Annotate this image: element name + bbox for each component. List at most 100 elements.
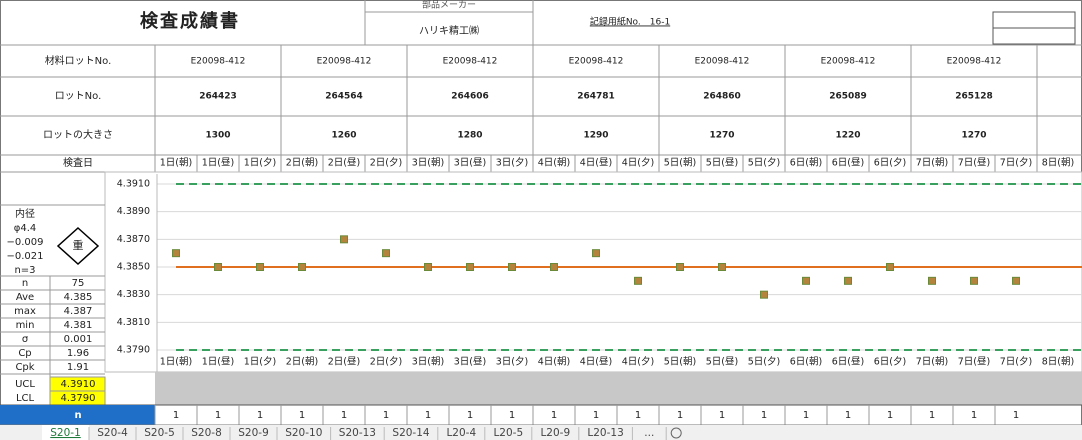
y-tick-label: 4.3910	[117, 179, 150, 190]
lot-cell: 265128	[955, 92, 993, 102]
date-header: 4日(夕)	[622, 157, 654, 169]
lot-cell: 264781	[577, 92, 615, 102]
n-value: 1	[215, 410, 221, 421]
sheet-tab[interactable]: S20-10	[285, 427, 322, 439]
date-header: 1日(朝)	[160, 158, 192, 169]
y-tick-label: 4.3870	[117, 234, 150, 245]
stat-value: 4.385	[64, 292, 93, 303]
diamond-label: 重	[73, 238, 84, 252]
sheet-tab[interactable]: S20-13	[339, 427, 376, 439]
x-tick-label: 3日(夕)	[496, 356, 528, 368]
y-tick-label: 4.3850	[117, 262, 150, 273]
x-tick-label: 4日(夕)	[622, 356, 654, 368]
n-value: 1	[467, 410, 473, 421]
n-value: 1	[971, 410, 977, 421]
lot-cell: 264564	[325, 92, 363, 102]
sheet-tab[interactable]: L20-9	[540, 427, 570, 439]
data-point	[508, 263, 516, 271]
n-value: 1	[803, 410, 809, 421]
x-tick-label: 7日(昼)	[958, 357, 990, 368]
n-value: 1	[677, 410, 683, 421]
stat-label: Ave	[16, 292, 34, 303]
date-header: 7日(昼)	[958, 158, 990, 169]
lot-cell: 264860	[703, 92, 741, 102]
spec-text: 内径	[15, 207, 35, 220]
spec-text: φ4.4	[14, 223, 37, 234]
x-tick-label: 1日(昼)	[202, 357, 234, 368]
data-point	[676, 263, 684, 271]
stat-label: max	[14, 306, 36, 317]
sheet-tab[interactable]: S20-9	[238, 427, 269, 439]
stat-label: σ	[22, 334, 29, 345]
lot-cell: 1280	[457, 131, 482, 141]
date-header: 7日(朝)	[916, 158, 948, 169]
n-value: 1	[173, 410, 179, 421]
diamond-symbol	[56, 226, 100, 266]
y-tick-label: 4.3890	[117, 206, 150, 217]
data-point	[382, 249, 390, 258]
date-header: 1日(夕)	[244, 157, 276, 169]
x-tick-label: 4日(朝)	[538, 357, 570, 368]
add-sheet-button[interactable]	[670, 427, 682, 439]
sheet-tab[interactable]: S20-1	[50, 427, 81, 439]
data-point	[172, 249, 180, 258]
data-point	[1012, 276, 1020, 285]
n-value: 1	[257, 410, 263, 421]
n-label: n	[74, 410, 81, 421]
chart-area	[104, 171, 1082, 373]
n-value: 1	[383, 410, 389, 421]
stat-value: 75	[72, 278, 85, 289]
spec-text: n=3	[14, 265, 35, 276]
x-tick-label: 7日(夕)	[1000, 356, 1032, 368]
y-tick-label: 4.3810	[117, 317, 150, 328]
lot-cell: 265089	[829, 92, 867, 102]
n-value: 1	[593, 410, 599, 421]
lot-cell: E20098-412	[695, 57, 750, 67]
row-label: ロットNo.	[55, 91, 102, 102]
row-label: 材料ロットNo.	[45, 54, 112, 67]
y-tick-label: 4.3790	[117, 345, 150, 356]
x-tick-label: 2日(朝)	[286, 357, 318, 368]
stat-value: 1.96	[67, 348, 89, 359]
date-header: 6日(夕)	[874, 157, 906, 169]
sheet-tab[interactable]: S20-8	[191, 427, 222, 439]
lot-cell: E20098-412	[443, 57, 498, 67]
limit-value: 4.3790	[61, 393, 96, 404]
n-value: 1	[845, 410, 851, 421]
tab-bar	[0, 425, 1082, 440]
sheet-tab[interactable]: L20-13	[587, 427, 623, 439]
lot-cell: E20098-412	[947, 57, 1002, 67]
lot-cell: 1220	[835, 131, 860, 141]
n-value: 1	[635, 410, 641, 421]
date-header: 6日(昼)	[832, 158, 864, 169]
n-value: 1	[761, 410, 767, 421]
data-point	[214, 263, 222, 271]
data-point	[592, 249, 600, 258]
sheet-tab[interactable]: S20-4	[97, 427, 128, 439]
spec-text: −0.021	[6, 251, 43, 262]
lot-cell: E20098-412	[317, 57, 372, 67]
date-header: 5日(昼)	[706, 158, 738, 169]
data-point	[844, 276, 852, 285]
x-tick-label: 7日(朝)	[916, 357, 948, 368]
data-point	[298, 263, 306, 271]
data-point	[928, 276, 936, 285]
maker-name: ハリキ精工㈱	[419, 24, 479, 37]
lot-cell: 1270	[709, 131, 734, 141]
sheet-tab[interactable]: S20-14	[392, 427, 429, 439]
x-tick-label: 4日(昼)	[580, 357, 612, 368]
record-number: 記録用紙No. 16-1	[590, 16, 670, 28]
date-header: 3日(夕)	[496, 157, 528, 169]
sheet-tab[interactable]: L20-5	[493, 427, 523, 439]
x-tick-label: 6日(夕)	[874, 356, 906, 368]
sheet-tab[interactable]: L20-4	[446, 427, 476, 439]
stat-label: n	[22, 278, 28, 289]
n-value: 1	[719, 410, 725, 421]
sheet-tab[interactable]: S20-5	[144, 427, 175, 439]
sheet-tab[interactable]: ...	[644, 427, 654, 439]
x-tick-label: 8日(朝)	[1042, 357, 1074, 368]
limit-value: 4.3910	[61, 379, 96, 390]
active-tab	[42, 425, 89, 440]
